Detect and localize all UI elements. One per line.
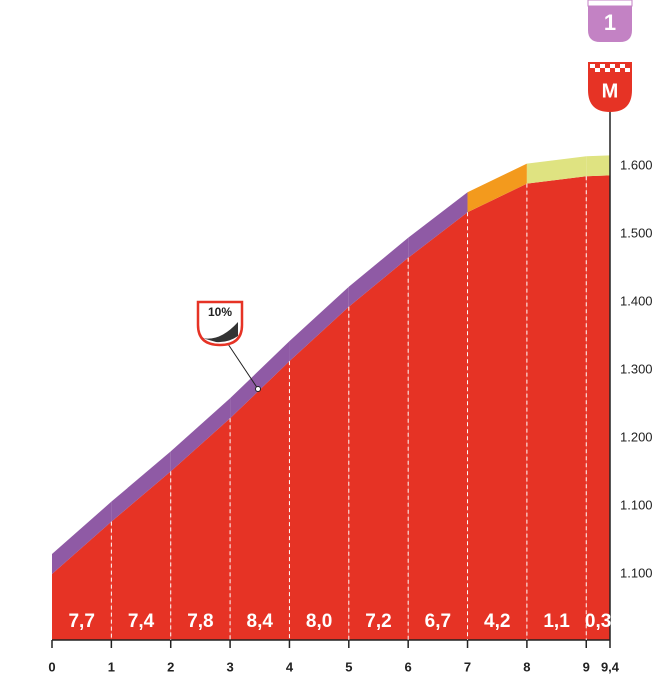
- profile-segment: [526, 176, 587, 640]
- gradient-label: 8,4: [247, 611, 274, 632]
- profile-segment: [230, 361, 290, 640]
- gradient-band: [230, 341, 290, 419]
- gradient-band: [408, 192, 468, 258]
- x-tick-label: 9: [583, 659, 590, 674]
- marker-pointer: [227, 343, 259, 390]
- x-tick-label: 8: [523, 659, 530, 674]
- category-badge: [588, 0, 632, 42]
- x-tick-label: 7: [464, 659, 471, 674]
- marker-slope: [202, 322, 238, 343]
- y-tick-label: 1.600: [620, 157, 653, 172]
- gradient-label: 7,7: [68, 611, 94, 632]
- gradient-label: 8,0: [306, 611, 332, 632]
- gradient-band: [289, 286, 349, 362]
- x-tick-label: 1: [108, 659, 115, 674]
- profile-segment: [111, 471, 171, 640]
- gradient-band: [52, 501, 112, 575]
- gradient-label: 6,7: [425, 611, 451, 632]
- profile-segment: [289, 306, 349, 640]
- gradient-band: [467, 163, 527, 213]
- gradient-label: 7,2: [365, 611, 391, 632]
- gradient-label: 7,8: [187, 611, 213, 632]
- gradient-label: 7,4: [128, 611, 155, 632]
- profile-segment: [170, 418, 231, 640]
- profile-segment: [348, 257, 409, 640]
- gradient-label: 0,3: [585, 611, 611, 632]
- profile-segment: [467, 183, 527, 640]
- profile-segment: [52, 521, 112, 640]
- x-tick-label: 6: [405, 659, 412, 674]
- x-tick-label: 9,4: [601, 659, 620, 674]
- profile-segment: [408, 212, 468, 640]
- finish-badge: [588, 62, 632, 112]
- y-tick-label: 1.500: [620, 225, 653, 240]
- gradient-band: [526, 156, 587, 184]
- gradient-band: [348, 237, 409, 307]
- checker: [590, 64, 630, 72]
- gradient-band: [170, 398, 231, 472]
- marker-dot: [255, 386, 261, 392]
- x-tick-label: 4: [286, 659, 294, 674]
- gradient-band: [586, 155, 610, 177]
- y-tick-label: 1.200: [620, 429, 653, 444]
- y-tick-label: 1.100: [620, 565, 653, 580]
- gradient-label: 4,2: [484, 611, 510, 632]
- x-tick-label: 3: [226, 659, 233, 674]
- gradient-label: 1,1: [543, 611, 570, 632]
- y-tick-label: 1.300: [620, 361, 653, 376]
- y-tick-label: 1.100: [620, 497, 653, 512]
- y-tick-label: 1.400: [620, 293, 653, 308]
- profile-segment: [586, 175, 610, 640]
- x-tick-label: 0: [48, 659, 55, 674]
- category-label: 1: [604, 10, 616, 35]
- gradient-band: [111, 451, 171, 522]
- x-tick-label: 5: [345, 659, 352, 674]
- badge-top: [587, 0, 633, 7]
- finish-label: M: [602, 80, 619, 102]
- x-tick-label: 2: [167, 659, 174, 674]
- marker-label: 10%: [208, 305, 232, 319]
